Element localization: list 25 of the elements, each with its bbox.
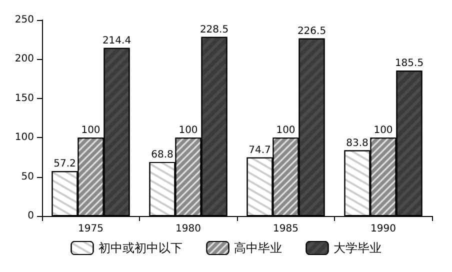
data-label: 185.5 bbox=[394, 58, 424, 70]
data-label: 100 bbox=[276, 125, 296, 136]
data-label: 100 bbox=[81, 125, 100, 136]
x-tick-label: 1985 bbox=[273, 224, 298, 234]
x-tick-label: 1975 bbox=[78, 224, 104, 234]
data-label: 228.5 bbox=[200, 24, 229, 36]
data-label: 74.7 bbox=[248, 144, 271, 156]
data-label: 214.4 bbox=[102, 35, 132, 46]
data-label: 57.2 bbox=[54, 158, 76, 170]
legend-label: 初中或初中以下 bbox=[98, 241, 182, 255]
x-tick-label: 1980 bbox=[176, 224, 201, 234]
legend-label: 大学毕业 bbox=[333, 241, 382, 255]
y-tick-label: 200 bbox=[14, 54, 34, 65]
data-label: 83.8 bbox=[346, 138, 368, 149]
legend-label: 高中毕业 bbox=[234, 241, 282, 255]
data-label: 226.5 bbox=[297, 26, 326, 37]
y-tick-label: 150 bbox=[14, 92, 34, 104]
y-tick-label: 0 bbox=[28, 210, 34, 222]
data-label: 100 bbox=[374, 125, 393, 136]
y-tick-label: 250 bbox=[14, 14, 34, 26]
data-label: 68.8 bbox=[151, 150, 174, 161]
x-tick-label: 1990 bbox=[370, 224, 396, 234]
data-label: 100 bbox=[178, 125, 198, 136]
y-tick-label: 50 bbox=[21, 171, 34, 182]
y-tick-label: 100 bbox=[14, 132, 34, 144]
